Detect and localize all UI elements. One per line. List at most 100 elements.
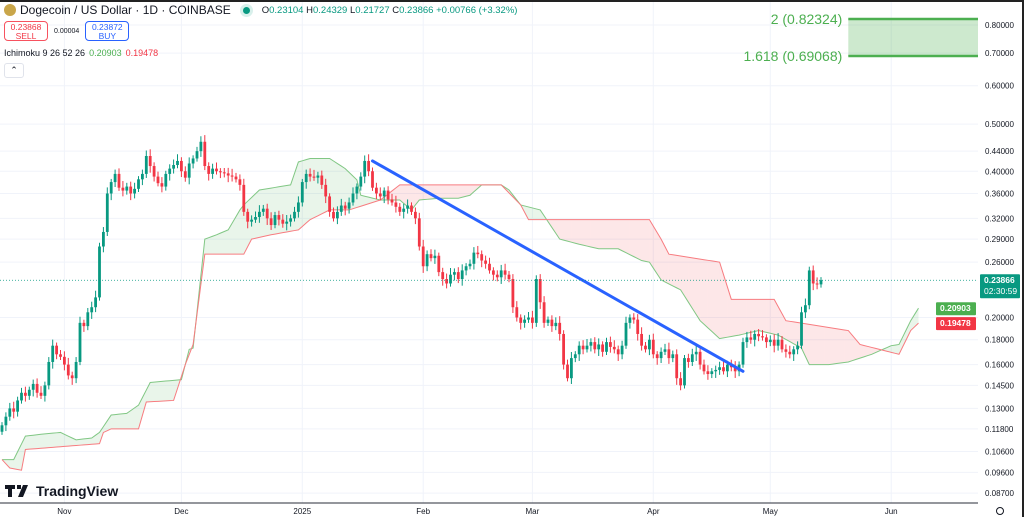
ichimoku-legend[interactable]: Ichimoku 9 26 52 26 0.20903 0.19478: [4, 48, 159, 58]
cloud-segment: [704, 259, 708, 328]
candle-body: [815, 283, 819, 285]
candle-body: [605, 342, 608, 352]
candle: [148, 149, 152, 173]
candle-body: [238, 179, 242, 185]
candle-body: [683, 358, 686, 386]
candle-body: [749, 337, 753, 340]
price-tick-label: 0.09600: [985, 468, 1014, 477]
candle-body: [702, 364, 706, 372]
candle-body: [191, 158, 195, 164]
candle: [796, 341, 799, 355]
candle-body: [449, 274, 452, 284]
candle: [429, 249, 433, 262]
cloud-segment: [532, 207, 537, 220]
candle: [90, 301, 94, 319]
cloud-segment: [87, 437, 92, 445]
candle-body: [570, 358, 573, 379]
candle-body: [761, 336, 764, 338]
candle: [211, 163, 214, 179]
candle: [573, 351, 577, 363]
candle-body: [172, 165, 175, 169]
cloud-segment: [392, 187, 396, 201]
gear-icon[interactable]: [996, 507, 1004, 515]
candle-body: [51, 345, 55, 362]
cloud-segment: [282, 185, 287, 233]
candle: [581, 340, 585, 355]
candle: [468, 259, 472, 270]
candle: [308, 168, 312, 182]
candle: [410, 202, 413, 216]
candle-body: [156, 176, 160, 184]
candle: [640, 327, 643, 351]
candle: [687, 353, 690, 368]
cloud-segment: [232, 216, 236, 255]
candle: [234, 172, 238, 183]
candle-body: [796, 345, 799, 350]
candle-body: [265, 208, 269, 219]
buy-button[interactable]: 0.23872 BUY: [85, 21, 130, 41]
cloud-segment: [668, 254, 673, 286]
cloud-segment: [317, 158, 322, 216]
candle-body: [722, 367, 725, 372]
candle: [222, 167, 226, 178]
candle-body: [534, 279, 538, 323]
candle: [460, 264, 464, 286]
price-axis[interactable]: 0.80000 0.70000 0.60000 0.50000 0.44000 0.400…: [936, 21, 1020, 498]
candle-body: [492, 270, 495, 275]
cloud-segment: [626, 219, 630, 255]
candle-body: [811, 270, 815, 284]
candle-body: [445, 279, 448, 284]
candle-body: [527, 317, 530, 320]
candle-body: [254, 217, 257, 220]
candle-body: [27, 389, 31, 396]
candle: [160, 177, 164, 193]
cloud-segment: [645, 219, 650, 263]
candle-body: [558, 322, 562, 334]
collapse-legend-button[interactable]: ⌃: [4, 63, 24, 78]
price-tick-label: 0.13000: [985, 404, 1014, 413]
cloud-segment: [204, 237, 209, 255]
candle: [16, 396, 19, 417]
candle: [176, 154, 179, 169]
cloud-segment: [212, 234, 217, 255]
symbol-title[interactable]: Dogecoin / US Dollar · 1D · COINBASE: [20, 3, 231, 17]
sell-button[interactable]: 0.23868 SELL: [4, 21, 48, 41]
time-tick-label: Dec: [174, 507, 188, 516]
cloud-segment: [891, 345, 896, 354]
candle: [546, 316, 550, 327]
candle-body: [199, 141, 203, 152]
candle: [300, 178, 304, 207]
candle-body: [304, 173, 308, 183]
cloud-segment: [528, 206, 533, 220]
candle: [168, 164, 172, 181]
candle: [363, 155, 367, 184]
candle: [566, 359, 569, 382]
cloud-segment: [56, 432, 61, 448]
candle-body: [12, 408, 16, 412]
tradingview-logo[interactable]: TradingView: [5, 483, 118, 499]
candle-body: [328, 196, 331, 212]
cloud-segment: [255, 189, 260, 239]
candle: [121, 181, 125, 197]
candle-body: [332, 211, 335, 219]
cloud-segment: [641, 219, 646, 262]
candle: [745, 331, 749, 348]
candle-body: [164, 173, 168, 187]
cloud-segment: [442, 184, 447, 199]
candle-body: [402, 208, 406, 212]
leading-span-a-line: [2, 157, 919, 461]
cloud-segment: [5, 459, 10, 469]
cloud-segment: [473, 184, 478, 192]
candle: [74, 357, 78, 384]
candle: [714, 365, 718, 378]
candle: [164, 170, 168, 191]
candle-body: [343, 205, 347, 209]
candle: [367, 154, 370, 177]
candle: [394, 195, 398, 213]
candle-body: [640, 333, 643, 346]
price-tick-label: 0.10600: [985, 447, 1014, 456]
candle-body: [792, 349, 796, 355]
time-axis[interactable]: Nov Dec 2025 Feb Mar Apr May Jun: [57, 507, 897, 516]
candle-body: [495, 274, 499, 278]
